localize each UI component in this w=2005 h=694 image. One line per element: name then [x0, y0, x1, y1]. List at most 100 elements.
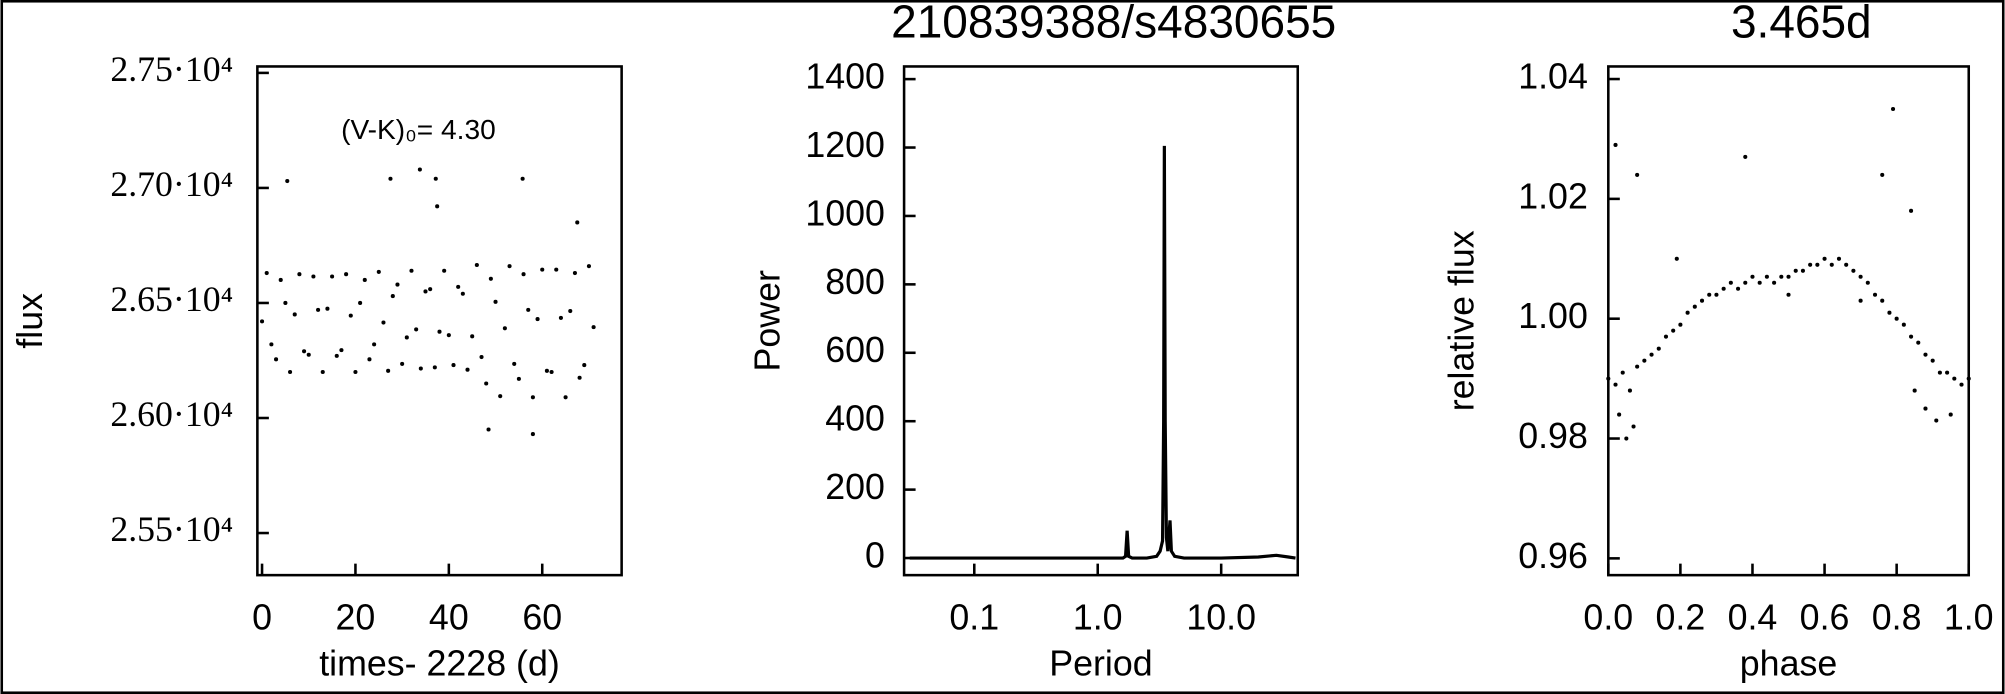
data-point	[479, 354, 484, 360]
data-point	[544, 368, 549, 373]
data-point	[1880, 298, 1885, 303]
data-point	[432, 365, 437, 370]
data-point	[1872, 292, 1878, 297]
data-point	[486, 427, 491, 432]
data-point	[316, 307, 321, 312]
data-point	[306, 352, 311, 357]
data-point	[334, 353, 339, 358]
data-point	[1786, 292, 1791, 297]
x-tick-label: 0	[252, 597, 272, 637]
data-point	[1909, 334, 1914, 339]
y-tick-label: 1400	[805, 57, 885, 97]
data-point	[433, 176, 438, 181]
x-tick-label: 60	[522, 597, 562, 637]
data-point	[1887, 310, 1892, 315]
x-tick-label: 1.0	[1073, 597, 1123, 637]
data-point	[582, 363, 587, 368]
x-tick-label: 10.0	[1186, 597, 1256, 637]
data-point	[1671, 328, 1676, 333]
data-point	[297, 272, 302, 277]
data-point	[1844, 262, 1849, 267]
data-point	[1736, 286, 1741, 291]
data-point	[1663, 334, 1669, 339]
data-point	[446, 333, 451, 338]
data-point	[358, 300, 363, 306]
y-tick-label: 0.96	[1518, 536, 1588, 576]
data-point	[260, 319, 265, 324]
data-point	[563, 395, 568, 400]
data-point	[540, 267, 545, 272]
data-point	[1649, 352, 1654, 357]
x-axis-label: phase	[1740, 643, 1837, 683]
y-axis-label: relative flux	[1441, 230, 1481, 411]
data-point	[530, 432, 535, 437]
annotation: (V-K)₀= 4.30	[341, 114, 496, 145]
y-tick-label: 400	[825, 399, 885, 439]
data-point	[1851, 268, 1856, 273]
data-point	[1793, 268, 1798, 273]
data-point	[292, 312, 297, 317]
data-point	[435, 204, 440, 209]
x-axis-label: Period	[1049, 643, 1152, 683]
data-point	[1800, 268, 1805, 273]
data-point	[1923, 352, 1928, 357]
x-tick-label: 20	[336, 597, 376, 637]
data-point	[278, 277, 283, 283]
data-point	[498, 394, 503, 399]
data-point	[1620, 370, 1625, 375]
data-point	[386, 368, 391, 373]
data-point	[1808, 262, 1813, 267]
data-point	[367, 357, 372, 362]
data-point	[353, 369, 358, 375]
data-point	[1613, 142, 1618, 147]
data-point	[526, 307, 531, 312]
y-tick-label: 1.00	[1518, 296, 1588, 336]
data-point	[591, 325, 596, 330]
data-point	[330, 274, 335, 279]
data-point	[414, 327, 419, 332]
data-point	[1613, 382, 1618, 387]
data-point	[1692, 304, 1697, 309]
data-point	[1656, 346, 1661, 351]
data-point	[1674, 256, 1679, 261]
data-point	[269, 342, 274, 347]
data-point	[1764, 274, 1769, 279]
data-point	[1642, 358, 1647, 363]
x-tick-label: 0.1	[949, 597, 999, 637]
data-point	[554, 267, 559, 272]
data-point	[409, 268, 414, 273]
y-tick-label: 1.02	[1518, 176, 1588, 216]
data-point	[1707, 292, 1712, 297]
data-point	[1880, 172, 1885, 177]
data-point	[437, 329, 442, 334]
data-point	[568, 308, 573, 314]
x-axis-label: times- 2228 (d)	[319, 643, 560, 683]
data-point	[1714, 292, 1719, 297]
data-point	[325, 306, 330, 311]
data-point	[1779, 274, 1784, 279]
data-point	[577, 375, 582, 380]
data-point	[376, 269, 381, 274]
data-point	[1635, 172, 1640, 177]
data-point	[470, 334, 475, 339]
data-point	[1624, 436, 1629, 441]
data-point	[1606, 376, 1611, 381]
data-point	[428, 287, 433, 292]
data-point	[1894, 316, 1899, 321]
data-point	[456, 284, 461, 289]
data-point	[1959, 382, 1964, 387]
plot-frame	[1607, 65, 1971, 577]
data-point	[1865, 280, 1870, 285]
data-point	[1934, 418, 1939, 423]
data-point	[1858, 274, 1863, 279]
data-point	[417, 167, 422, 172]
x-tick-label: 1.0	[1944, 597, 1994, 637]
data-point	[1966, 376, 1971, 381]
data-point	[1901, 322, 1906, 327]
y-tick-label: 600	[825, 330, 885, 370]
y-tick-label: 2.60·10⁴	[110, 394, 233, 434]
data-point	[535, 317, 540, 322]
y-tick-label: 2.75·10⁴	[110, 49, 233, 89]
